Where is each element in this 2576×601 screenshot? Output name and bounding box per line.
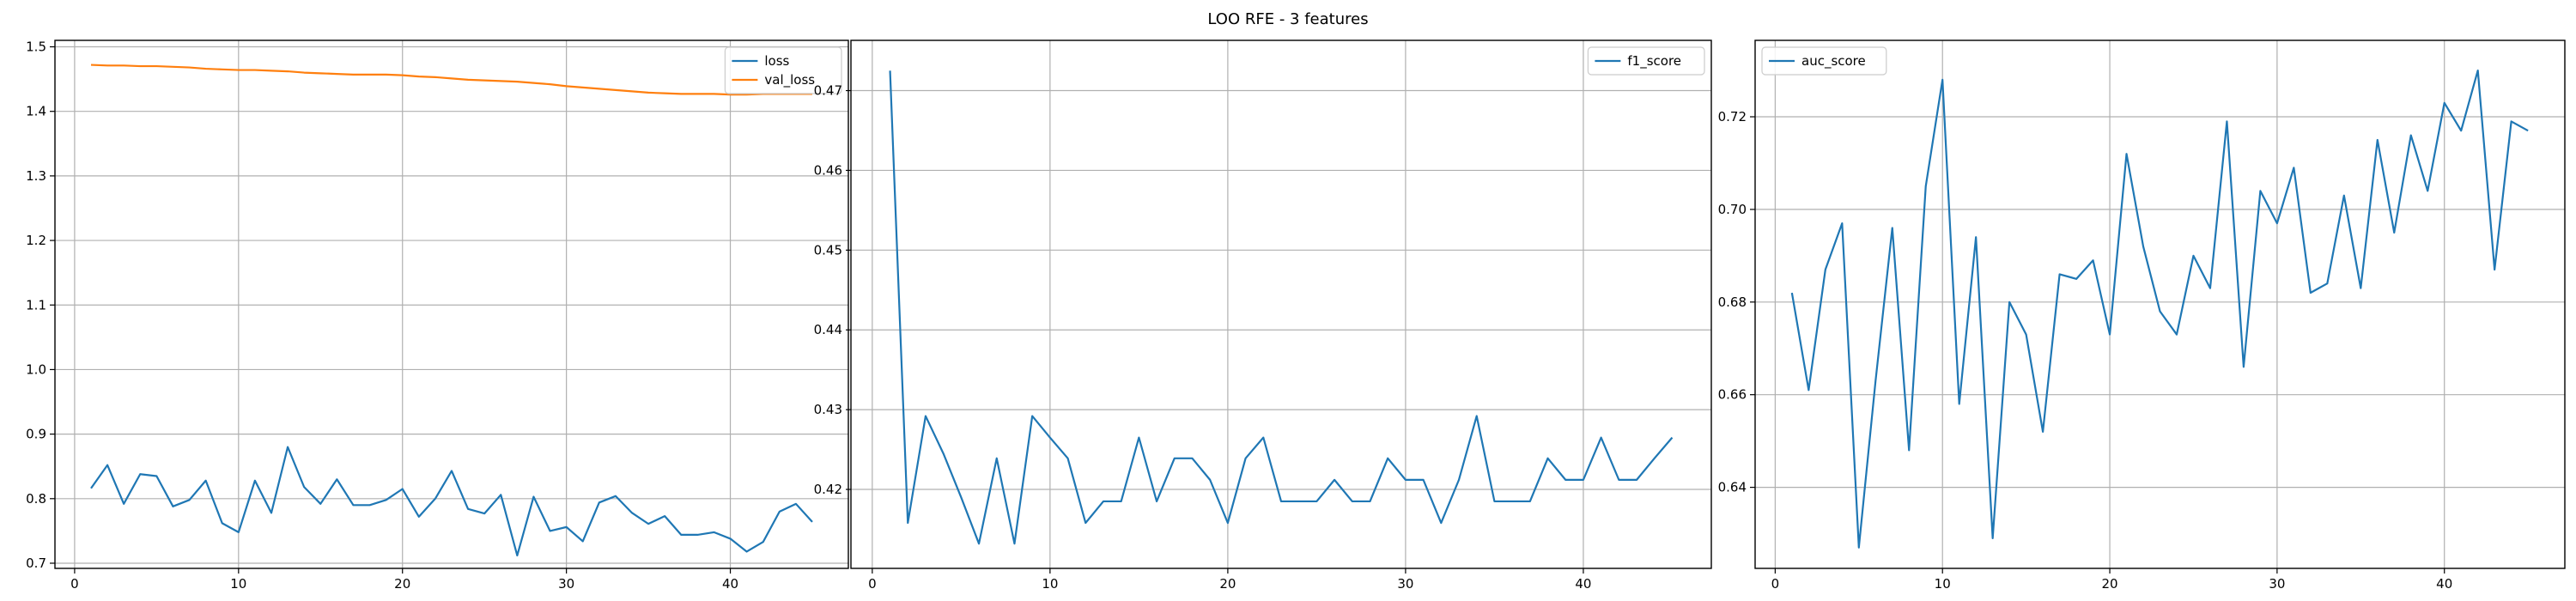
chart2-xtick-label: 10 (1042, 576, 1058, 592)
chart1-ytick-label: 0.7 (26, 555, 46, 571)
chart3-ytick-label: 0.64 (1718, 480, 1747, 495)
chart2-xtick-label: 40 (1575, 576, 1591, 592)
chart2-legend-label-f1_score: f1_score (1627, 53, 1681, 70)
chart1-axes-frame (54, 39, 849, 569)
chart2-axes-frame (850, 39, 1712, 569)
chart2-xtick-label: 20 (1219, 576, 1236, 592)
chart1-xtick-label: 20 (394, 576, 410, 592)
chart2-xtick-label: 30 (1397, 576, 1413, 592)
chart1-ytick-label: 1.1 (26, 297, 46, 313)
chart3-ytick-label: 0.72 (1718, 109, 1747, 124)
chart2-ytick-label: 0.42 (814, 482, 842, 497)
chart1-ytick-label: 1.2 (26, 233, 46, 248)
chart3-xtick-label: 20 (2102, 576, 2118, 592)
chart2-legend-box (1587, 46, 1705, 76)
chart2-xtick-label: 0 (868, 576, 877, 592)
chart1-ytick-label: 1.5 (26, 39, 46, 55)
chart1-xtick-label: 10 (230, 576, 246, 592)
chart3-xtick-label: 30 (2269, 576, 2285, 592)
chart2-ytick-label: 0.45 (814, 242, 842, 258)
chart1-series-loss-line (90, 446, 813, 557)
chart2-series-f1_score-line (889, 70, 1674, 545)
chart3-series-auc_score-line (1790, 69, 2529, 549)
chart1-xtick-label: 40 (722, 576, 738, 592)
chart1-ytick-label: 1.0 (26, 361, 46, 377)
chart1-ytick-label: 0.9 (26, 427, 46, 442)
chart3-ytick-label: 0.66 (1718, 387, 1747, 403)
chart3-ytick-label: 0.70 (1718, 202, 1747, 217)
chart3-xtick-label: 0 (1771, 576, 1780, 592)
chart2-ytick-label: 0.47 (814, 83, 842, 99)
chart1-legend-box (724, 46, 842, 94)
chart1-legend-label-loss: loss (764, 53, 789, 69)
chart3-legend-box (1761, 46, 1887, 76)
chart3-xtick-label: 40 (2436, 576, 2452, 592)
chart2-ytick-label: 0.43 (814, 402, 842, 417)
chart1-ytick-label: 1.3 (26, 168, 46, 184)
chart2-ytick-label: 0.44 (814, 322, 842, 337)
chart2-ytick-label: 0.46 (814, 162, 842, 178)
chart3-axes-frame (1754, 39, 2566, 569)
chart3-ytick-label: 0.68 (1718, 294, 1747, 310)
chart1-ytick-label: 0.8 (26, 491, 46, 507)
chart3-xtick-label: 10 (1935, 576, 1951, 592)
chart1-ytick-label: 1.4 (26, 104, 46, 119)
chart1-xtick-label: 0 (70, 576, 79, 592)
chart1-legend-label-val_loss: val_loss (764, 72, 815, 88)
chart3-legend-label-auc_score: auc_score (1801, 53, 1866, 70)
chart1-xtick-label: 30 (558, 576, 574, 592)
chart1-series-val_loss-line (90, 64, 812, 96)
figure-title: LOO RFE - 3 features (1207, 10, 1368, 28)
